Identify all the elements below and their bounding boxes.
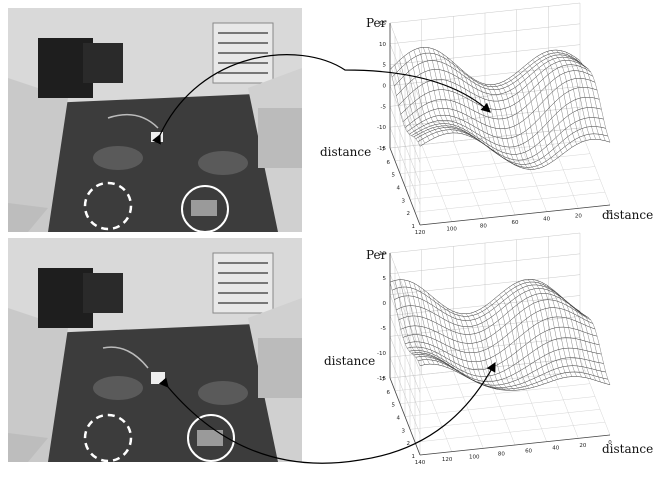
bottom-plot-x-tick: 80 — [498, 451, 505, 457]
top-plot-y-tick: 4 — [397, 186, 401, 192]
top-plot-x-tick: 40 — [543, 217, 550, 223]
bottom-plot-y-tick: 3 — [402, 428, 406, 434]
top-plot-x-tick: 0 — [608, 210, 612, 216]
top-plot-y-tick: 1 — [412, 224, 416, 230]
top-y-axis-label: distance — [320, 145, 372, 159]
top-plot-z-tick: -15 — [377, 146, 386, 152]
top-plot-z-tick: 10 — [379, 42, 386, 48]
top-plot-x-tick: 20 — [575, 213, 582, 219]
top-plot-x-tick: 100 — [446, 227, 457, 233]
top-arrow — [152, 54, 491, 145]
bottom-plot-x-tick: 100 — [469, 454, 480, 460]
bottom-plot-y-tick: 1 — [412, 454, 416, 460]
bottom-plot-x-tick: 60 — [525, 449, 532, 455]
top-plot-z-tick: 0 — [383, 84, 387, 90]
bottom-plot-z-tick: 0 — [383, 301, 387, 307]
top-plot-y-tick: 7 — [382, 147, 386, 153]
top-plot-x-tick: 60 — [512, 220, 519, 226]
bottom-plot-box — [389, 232, 611, 456]
bottom-plot-x-tick: 20 — [579, 443, 586, 449]
bottom-plot-x-tick: 120 — [442, 457, 453, 463]
bottom-room-photo — [8, 238, 302, 462]
top-plot-box — [389, 2, 611, 226]
bottom-plot-y-tick: 4 — [397, 416, 401, 422]
bottom-plot-y-tick: 6 — [387, 390, 391, 396]
bottom-plot-z-tick: -5 — [381, 326, 387, 332]
top-plot-y-tick: 2 — [407, 211, 411, 217]
top-plot-y-tick: 6 — [387, 160, 391, 166]
top-plot-z-tick: 15 — [379, 21, 386, 27]
bottom-plot-z-tick: 5 — [383, 276, 387, 282]
bottom-plot-x-tick: 0 — [608, 440, 612, 446]
bottom-arrow — [158, 361, 496, 464]
connector-arrows — [152, 54, 496, 464]
top-plot-z-tick: 5 — [383, 63, 387, 69]
bottom-z-axis-label: Per — [366, 248, 387, 262]
bottom-plot-y-tick: 5 — [392, 403, 396, 409]
bottom-plot-x-tick: 40 — [552, 446, 559, 452]
top-plot-x-tick: 80 — [480, 223, 487, 229]
bottom-plot-z-tick: 10 — [379, 251, 386, 257]
bottom-plot-z-tick: -10 — [377, 351, 386, 357]
top-plot-y-tick: 3 — [402, 198, 406, 204]
bottom-x-axis-label: distance — [602, 442, 654, 456]
top-plot-y-tick: 5 — [392, 173, 396, 179]
bottom-plot-y-tick: 2 — [407, 441, 411, 447]
top-x-axis-label: distance — [602, 208, 654, 222]
bottom-plot-x-tick: 140 — [415, 460, 426, 466]
top-z-axis-label: Per — [366, 16, 387, 30]
top-plot-x-tick: 120 — [415, 230, 426, 236]
